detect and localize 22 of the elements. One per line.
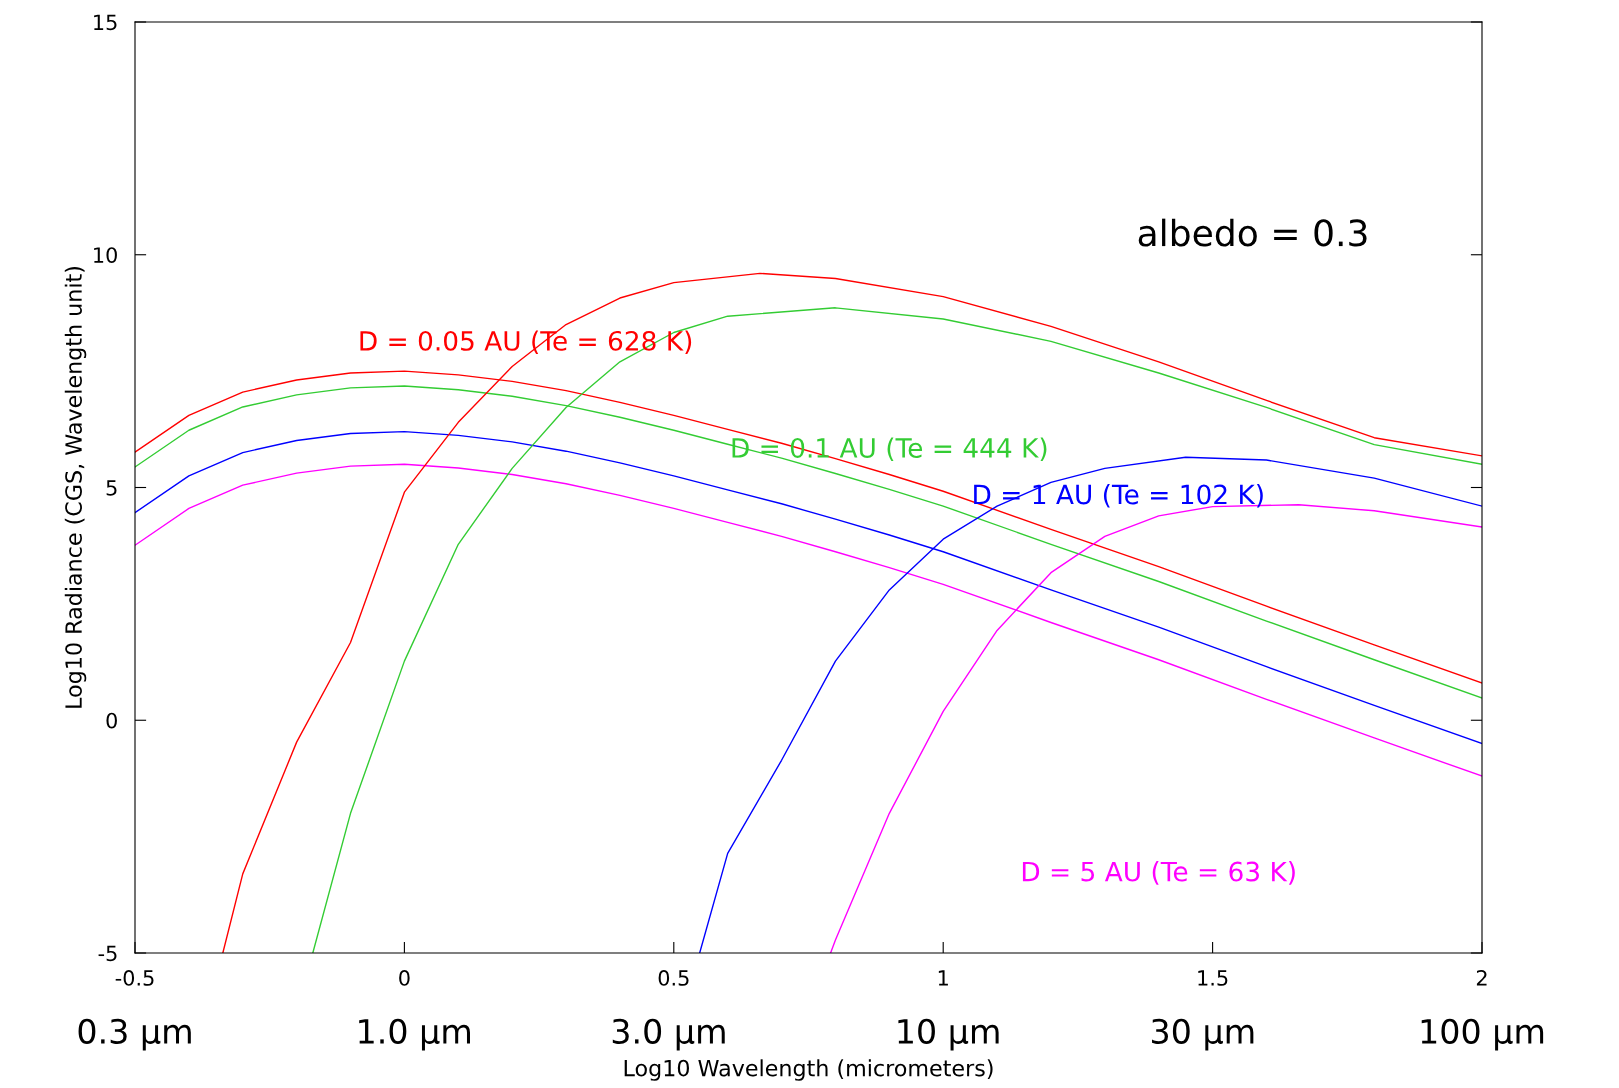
y-tick-label: 0 bbox=[106, 712, 117, 729]
y-tick-label: 15 bbox=[94, 14, 117, 31]
x-tick-label: -0.5 bbox=[115, 970, 154, 986]
x2-tick-label: 100 μm bbox=[1421, 1018, 1544, 1051]
x2-tick-label: 1.0 μm bbox=[359, 1018, 470, 1051]
x-tick-label: 0 bbox=[399, 970, 410, 986]
text: D = 5 AU (Te = 63 K) bbox=[1022, 861, 1295, 885]
x-tick-label: 2 bbox=[1476, 970, 1487, 986]
y-tick-label: 10 bbox=[94, 247, 117, 263]
x-tick-label: 1.5 bbox=[1198, 970, 1228, 986]
y-tick-label: 5 bbox=[106, 480, 117, 496]
x-tick-label: 1 bbox=[938, 970, 948, 986]
y-tick-label: -5 bbox=[98, 945, 117, 962]
y-axis-title: Log10 Radiance (CGS, Wavelength unit) bbox=[64, 267, 87, 708]
annotation: albedo = 0.3 bbox=[1138, 218, 1367, 247]
x-tick-label: 0.5 bbox=[658, 970, 689, 986]
series-label: D = 1 AU (Te = 102 K) bbox=[974, 484, 1263, 508]
x2-tick-label: 3.0 μm bbox=[612, 1018, 725, 1051]
x2-tick-label: 30 μm bbox=[1152, 1018, 1254, 1051]
x2-tick-label: 0.3 μm bbox=[78, 1018, 191, 1051]
x-axis-title: Log10 Wavelength (micrometers) bbox=[624, 1059, 993, 1081]
x2-tick-label: 10 μm bbox=[898, 1018, 999, 1051]
